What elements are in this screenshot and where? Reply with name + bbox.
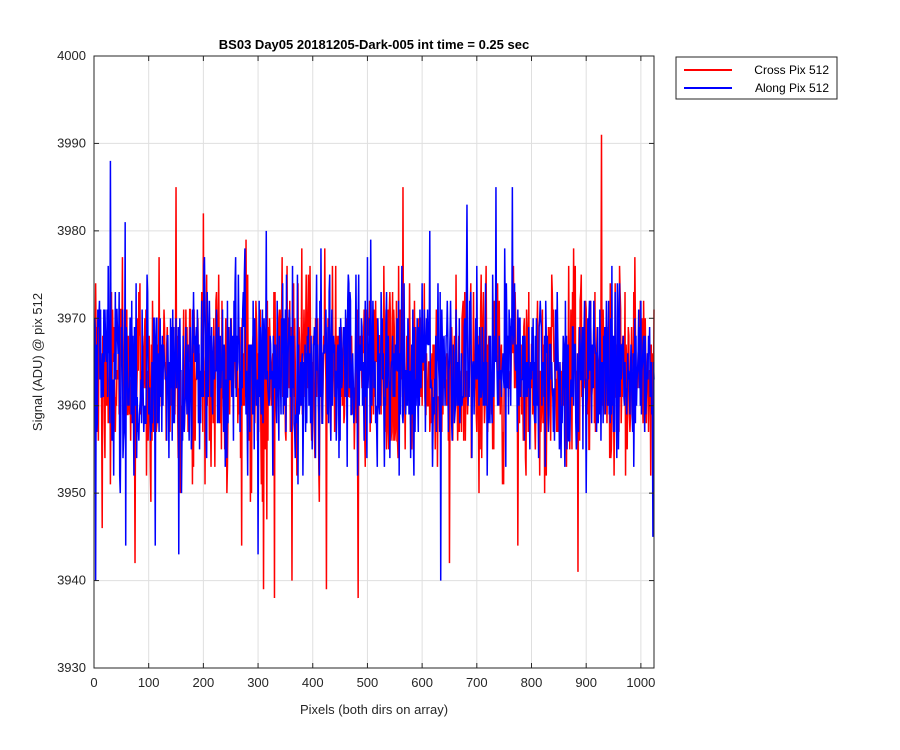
- y-tick-label: 3970: [57, 310, 86, 325]
- x-tick-label: 300: [247, 675, 269, 690]
- x-tick-label: 500: [357, 675, 379, 690]
- axis-ticks: 0 100 200 300 400 500 600 700 800 900 1000 3930 3940…: [57, 48, 655, 690]
- x-tick-label: 200: [193, 675, 215, 690]
- series-lines: [93, 134, 655, 599]
- x-tick-label: 700: [466, 675, 488, 690]
- plot-frame: [93, 55, 655, 669]
- x-tick-label: 1000: [626, 675, 655, 690]
- series-line-1: [93, 160, 655, 581]
- y-tick-label: 3960: [57, 398, 86, 413]
- chart-title: BS03 Day05 20181205-Dark-005 int time = …: [219, 37, 529, 52]
- x-axis-label: Pixels (both dirs on array): [300, 702, 448, 717]
- x-tick-label: 100: [138, 675, 160, 690]
- y-tick-label: 3930: [57, 660, 86, 675]
- legend-entry-along: Along Pix 512: [755, 81, 829, 95]
- y-axis-label: Signal (ADU) @ pix 512: [30, 293, 45, 431]
- legend: Cross Pix 512 Along Pix 512: [675, 56, 838, 100]
- y-tick-label: 3940: [57, 573, 86, 588]
- x-tick-label: 600: [411, 675, 433, 690]
- legend-entry-cross: Cross Pix 512: [754, 63, 829, 77]
- y-tick-label: 3990: [57, 135, 86, 150]
- x-tick-label: 800: [521, 675, 543, 690]
- y-tick-label: 3980: [57, 223, 86, 238]
- y-tick-label: 3950: [57, 485, 86, 500]
- y-tick-label: 4000: [57, 48, 86, 63]
- x-tick-label: 900: [575, 675, 597, 690]
- x-tick-label: 400: [302, 675, 324, 690]
- legend-box: [675, 56, 838, 100]
- x-tick-label: 0: [90, 675, 97, 690]
